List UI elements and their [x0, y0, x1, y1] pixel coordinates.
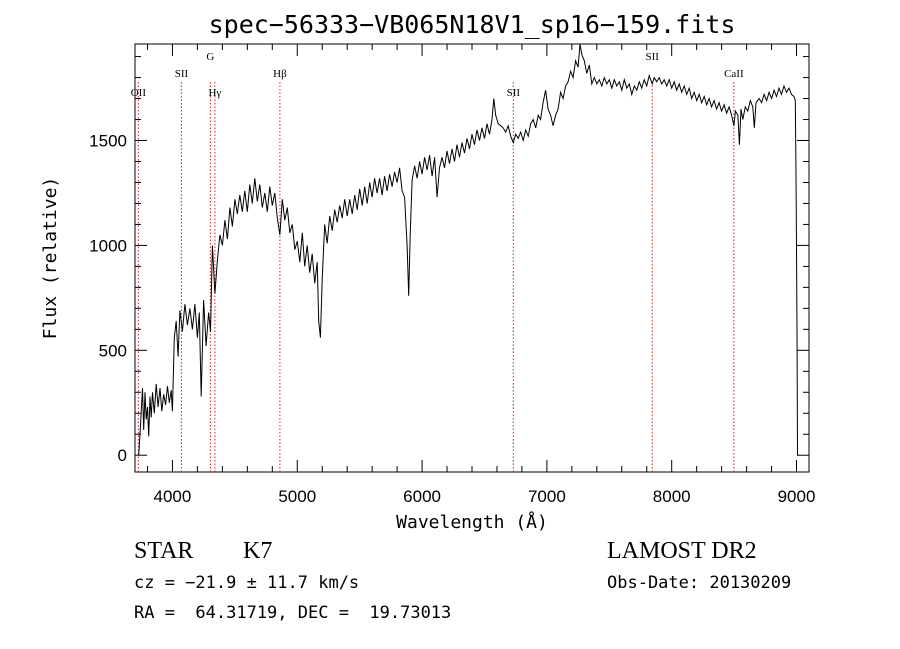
spectrum-line: [138, 43, 798, 456]
x-tick-label: 4000: [154, 487, 192, 506]
redshift-line: cz = −21.9 ± 11.7 km/s: [134, 573, 360, 593]
object-class: STAR: [134, 538, 194, 564]
survey-name: LAMOST DR2: [607, 538, 757, 564]
plot-frame: [134, 43, 810, 473]
x-tick-label: 8000: [653, 487, 691, 506]
line-label-1: SII: [175, 68, 189, 80]
obs-date: Obs-Date: 20130209: [607, 573, 792, 593]
line-label-4: Hβ: [273, 68, 287, 80]
y-axis-label: Flux (relative): [40, 177, 61, 340]
x-tick-label: 5000: [278, 487, 316, 506]
coordinates-line: RA = 64.31719, DEC = 19.73013: [134, 603, 452, 623]
line-label-0: OII: [131, 87, 147, 99]
line-label-6: SII: [646, 51, 660, 63]
x-tick-label: 9000: [778, 487, 816, 506]
x-axis-label: Wavelength (Å): [396, 511, 548, 533]
axes: 4000 5000 6000 7000 8000 9000 0 500 1000 1500: [89, 44, 815, 506]
spectral-line-markers: OII SII G Hγ Hβ SII SII CaII: [131, 51, 744, 472]
x-tick-label: 7000: [528, 487, 566, 506]
line-label-5: SII: [507, 87, 521, 99]
x-tick-label: 6000: [403, 487, 441, 506]
subclass: K7: [243, 538, 273, 564]
chart-title: spec−56333−VB065N18V1_sp16−159.fits: [209, 10, 736, 39]
line-label-7: CaII: [724, 68, 744, 80]
y-tick-label: 1500: [89, 132, 127, 151]
y-tick-label: 500: [99, 341, 127, 360]
y-tick-label: 0: [118, 446, 127, 465]
y-tick-label: 1000: [89, 236, 127, 255]
line-label-3: Hγ: [208, 87, 221, 99]
line-label-2: G: [206, 51, 214, 63]
